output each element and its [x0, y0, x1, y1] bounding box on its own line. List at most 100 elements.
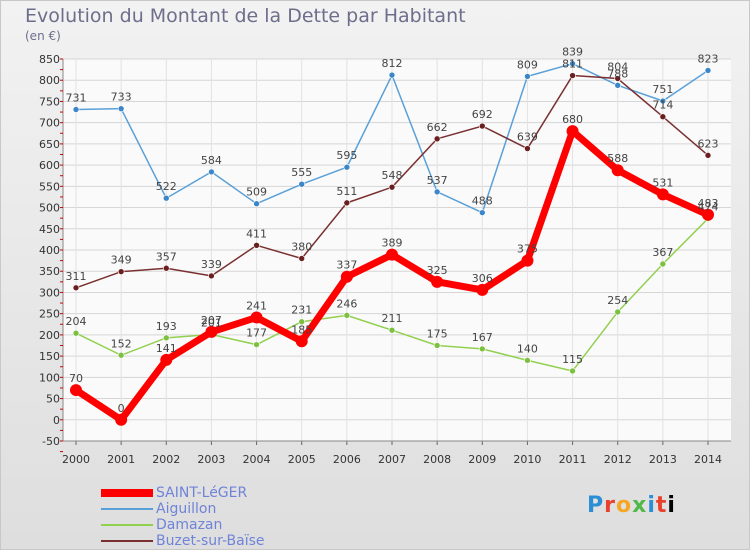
data-point — [253, 341, 260, 348]
y-tick-label: 0 — [53, 414, 60, 427]
data-point — [162, 334, 170, 342]
data-label: 680 — [562, 113, 583, 126]
data-label: 349 — [111, 254, 132, 267]
x-tick-label: 2005 — [288, 453, 316, 466]
data-point — [253, 242, 260, 249]
data-point — [659, 113, 667, 121]
data-point — [478, 345, 486, 353]
data-point — [162, 194, 170, 202]
y-tick-label: 600 — [39, 159, 60, 172]
data-label: 511 — [336, 185, 357, 198]
x-tick-label: 2014 — [694, 453, 722, 466]
y-tick-label: 300 — [39, 286, 60, 299]
y-tick-label: 250 — [39, 308, 60, 321]
data-label: 339 — [201, 258, 222, 271]
data-label: 311 — [66, 270, 87, 283]
legend-swatch — [101, 524, 153, 526]
y-tick-label: 350 — [39, 265, 60, 278]
data-label: 488 — [472, 195, 493, 208]
data-point — [659, 260, 667, 268]
data-label: 207 — [201, 314, 222, 327]
x-tick-label: 2006 — [333, 453, 361, 466]
data-label: 555 — [291, 166, 312, 179]
data-point — [343, 163, 351, 171]
data-label: 177 — [246, 327, 267, 340]
x-tick-label: 2001 — [107, 453, 135, 466]
data-label: 185 — [291, 323, 312, 336]
data-point — [72, 329, 80, 337]
data-point — [431, 275, 444, 288]
data-label: 306 — [472, 272, 493, 285]
data-label: 70 — [69, 372, 83, 385]
data-point — [298, 180, 306, 188]
data-label: 751 — [652, 83, 673, 96]
data-label: 231 — [291, 304, 312, 317]
data-point — [388, 183, 396, 191]
data-label: 595 — [336, 149, 357, 162]
data-point — [521, 254, 534, 267]
data-label: 389 — [382, 237, 403, 250]
chart-subtitle: (en €) — [25, 29, 61, 43]
data-label: 474 — [698, 201, 719, 214]
y-tick-label: -50 — [42, 435, 60, 448]
data-point — [72, 284, 80, 292]
data-label: 141 — [156, 342, 177, 355]
data-label: 167 — [472, 331, 493, 344]
data-label: 140 — [517, 342, 538, 355]
legend-label: Aiguillon — [156, 501, 217, 517]
x-tick-label: 2010 — [513, 453, 541, 466]
chart-title: Evolution du Montant de la Dette par Hab… — [25, 5, 466, 27]
data-point — [298, 255, 306, 262]
data-label: 483 — [698, 197, 719, 210]
y-tick-label: 100 — [39, 371, 60, 384]
data-point — [569, 60, 576, 67]
data-point — [388, 71, 396, 79]
data-point — [566, 125, 579, 138]
data-point — [569, 367, 576, 375]
data-label: 509 — [246, 186, 267, 199]
data-point — [253, 200, 260, 208]
legend-swatch — [101, 489, 153, 497]
data-label: 804 — [607, 61, 628, 74]
data-point — [476, 283, 489, 296]
data-point — [702, 208, 714, 221]
data-label: 839 — [562, 46, 583, 59]
x-tick-label: 2002 — [152, 453, 180, 466]
y-tick-label: 550 — [39, 180, 60, 193]
data-label: 623 — [698, 137, 719, 150]
data-label: 115 — [562, 353, 583, 366]
data-point — [117, 351, 125, 359]
data-label: 531 — [652, 176, 673, 189]
y-tick-label: 800 — [39, 74, 60, 87]
legend-label: Buzet-sur-Baïse — [156, 533, 265, 549]
data-point — [343, 199, 351, 207]
y-tick-label: 650 — [39, 138, 60, 151]
data-label: 588 — [607, 152, 628, 165]
data-point — [208, 272, 215, 280]
data-point — [162, 264, 170, 272]
data-label: 241 — [246, 299, 267, 312]
data-point — [524, 73, 531, 80]
data-label: 204 — [66, 315, 87, 328]
x-tick-label: 2013 — [649, 453, 677, 466]
x-tick-label: 2000 — [62, 453, 90, 466]
x-tick-label: 2003 — [197, 453, 225, 466]
data-label: 639 — [517, 131, 538, 144]
data-label: 522 — [156, 180, 177, 193]
x-tick-label: 2004 — [243, 453, 271, 466]
data-label: 201 — [201, 316, 222, 329]
data-label: 193 — [156, 320, 177, 333]
x-tick-label: 2009 — [468, 453, 496, 466]
x-tick-label: 2007 — [378, 453, 406, 466]
data-point — [208, 168, 215, 176]
legend-label: SAINT-LéGER — [156, 485, 248, 501]
y-tick-label: 400 — [39, 244, 60, 257]
data-label: 731 — [66, 92, 87, 105]
y-tick-label: 150 — [39, 350, 60, 363]
data-point — [205, 325, 218, 338]
data-point — [656, 188, 669, 201]
data-label: 662 — [427, 121, 448, 134]
legend-swatch — [101, 508, 153, 510]
data-label: 367 — [652, 246, 673, 259]
